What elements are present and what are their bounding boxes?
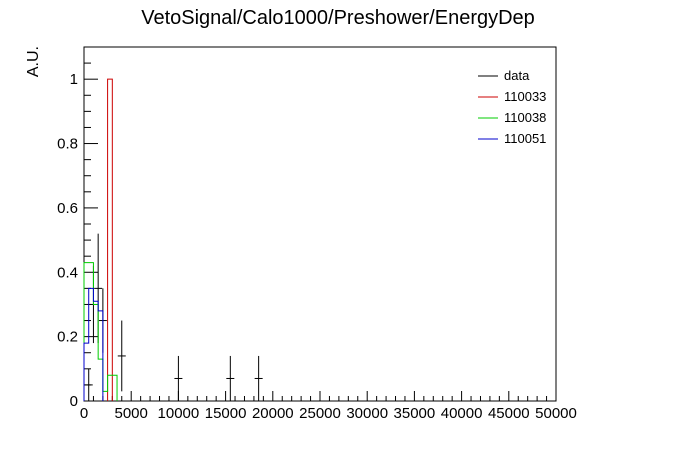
x-tick-label: 5000 xyxy=(115,405,148,422)
x-tick-label: 30000 xyxy=(346,405,388,422)
legend-label: 110038 xyxy=(504,110,546,125)
y-axis-label: A.U. xyxy=(25,46,42,77)
series-110038-step xyxy=(83,262,118,401)
legend-label: 110051 xyxy=(504,131,546,146)
x-tick-label: 20000 xyxy=(252,405,294,422)
legend-item: 110051 xyxy=(478,131,546,146)
y-tick-label: 0.6 xyxy=(57,200,78,217)
y-tick-label: 0.4 xyxy=(57,264,78,281)
y-tick-label: 1 xyxy=(70,71,78,88)
data-point xyxy=(117,320,126,392)
x-tick-label: 0 xyxy=(80,405,88,422)
series-110051-step xyxy=(83,287,104,401)
x-tick-label: 35000 xyxy=(394,405,436,422)
data-point xyxy=(84,368,93,401)
y-tick-label: 0 xyxy=(70,393,78,410)
x-tick-label: 10000 xyxy=(158,405,200,422)
x-tick-label: 45000 xyxy=(488,405,530,422)
x-tick-label: 15000 xyxy=(205,405,247,422)
legend-label: 110033 xyxy=(504,89,546,104)
legend-item: 110038 xyxy=(478,110,546,125)
data-point xyxy=(226,355,235,401)
x-tick-label: 50000 xyxy=(535,405,577,422)
x-tick-label: 25000 xyxy=(299,405,341,422)
y-tick-label: 0.8 xyxy=(57,136,78,153)
chart-title: VetoSignal/Calo1000/Preshower/EnergyDep xyxy=(141,7,535,29)
series-110033-step xyxy=(107,78,113,401)
axis-ticks: 0 5000 10000 15000 20000 25000 30000 35000 40000… xyxy=(57,46,577,422)
legend: data 110033 110038 110051 xyxy=(478,68,546,146)
y-tick-label: 0.2 xyxy=(57,329,78,346)
legend-item: data xyxy=(478,68,530,83)
legend-label: data xyxy=(504,68,530,83)
data-point xyxy=(174,355,183,401)
data-point xyxy=(254,355,263,401)
plot-frame xyxy=(83,46,557,402)
x-tick-label: 40000 xyxy=(441,405,483,422)
series-layer xyxy=(83,78,263,401)
legend-item: 110033 xyxy=(478,89,546,104)
